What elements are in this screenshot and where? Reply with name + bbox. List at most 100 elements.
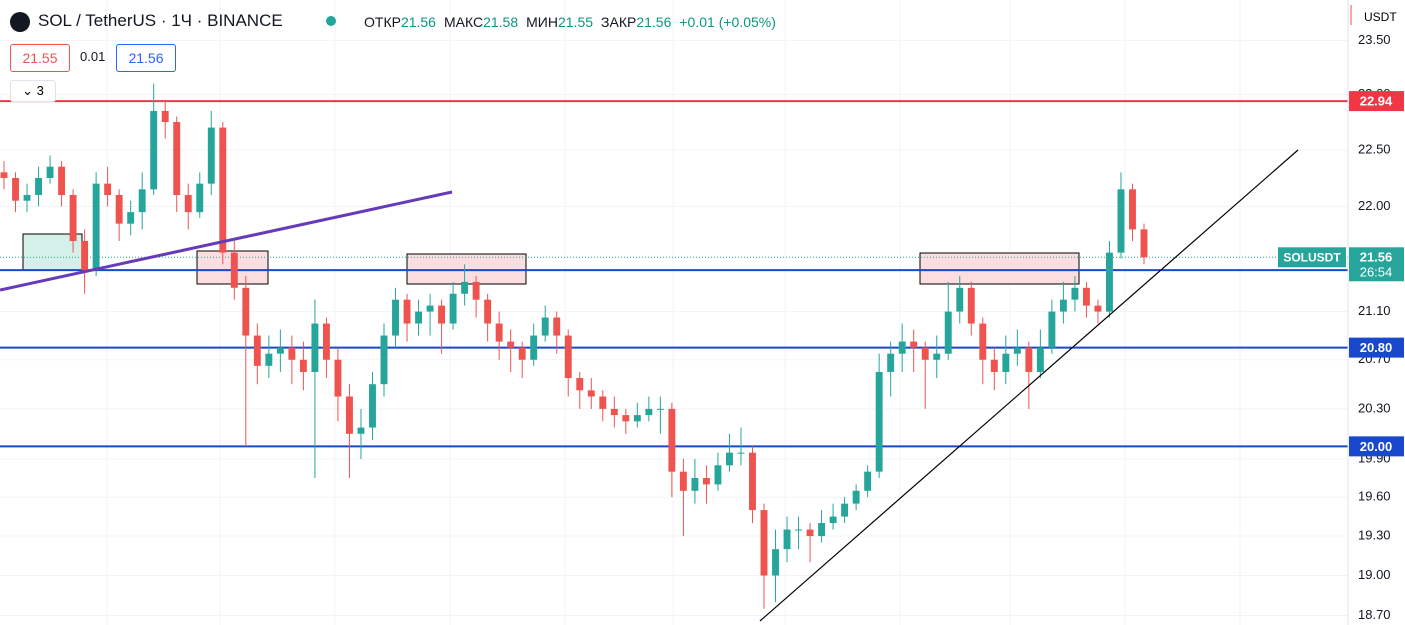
spread: 0.01 [80,49,106,64]
candle-body [173,122,181,196]
currency[interactable]: USDT [1364,10,1397,24]
candle-body [887,353,895,372]
candle-body [1117,189,1125,253]
candle-body [1002,353,1010,372]
candle-body [196,183,204,213]
candle-body [150,110,158,190]
candle-body [207,127,215,184]
candle-body [392,299,399,336]
ohlc-value: 21.56 [636,14,672,30]
candle-body [576,378,584,391]
y-tick-label: 20.30 [1358,400,1391,415]
candle-body [645,408,653,416]
candle-body [783,529,791,550]
candle-body [852,490,860,504]
candle-body [81,240,89,271]
sell-button[interactable]: 21.55 [10,44,70,72]
market-status [326,16,336,26]
candle-body [898,341,906,354]
candle-body [92,183,100,271]
candle-body [806,529,814,537]
candle-body [0,172,8,178]
candle-body [564,335,572,379]
candle-body [115,195,123,224]
candle-body [426,305,434,312]
candle-body [967,287,975,324]
symbol[interactable]: SOL / TetherUS · 1Ч · BINANCE [38,11,283,30]
logo [10,12,30,32]
candle-body [230,252,238,288]
candle-body [346,396,353,434]
candle-body [518,347,526,360]
candle-body [1094,305,1102,312]
candle-body [438,305,446,324]
ohlc-label: ОТКР [364,14,401,30]
candle-body [633,415,641,422]
candle-body [1129,189,1136,230]
ohlc-label: ЗАКР [601,14,637,30]
candle-body [369,384,376,428]
candle-body [161,110,169,123]
candle-body [219,127,227,253]
candle-body [495,323,503,342]
candle-body [58,166,66,196]
ohlc-label: МИН [526,14,558,30]
y-tick-label: 22.50 [1358,141,1391,156]
candle-body [714,465,722,485]
candle-body [910,341,918,348]
candle-body [472,281,480,300]
candle-body [772,549,779,576]
candle-body [1048,311,1056,348]
price-axis-labels: 23.5023.0022.5022.0021.1020.7020.3019.90… [1278,32,1404,622]
candle-body [46,166,54,178]
candle-body [622,415,630,422]
candle-body [461,281,469,294]
candle-body [288,347,296,360]
candle-body [415,311,422,324]
candle-body [864,471,872,491]
candle-body [242,287,250,336]
indicators-count: 3 [36,83,44,98]
candle-body [253,335,261,366]
candle-body [841,503,849,517]
candle-body [1082,287,1090,306]
candle-body [1036,347,1044,372]
y-tick-label: 21.10 [1358,303,1391,318]
candle-body [1071,287,1079,300]
candle-body [380,335,388,385]
candle-body [322,323,330,360]
candle-body [668,408,676,472]
candle-body [311,323,319,372]
candle-body [760,510,768,576]
candle-body [553,317,561,336]
y-tick-label: 18.70 [1358,607,1391,622]
candle-body [726,452,733,466]
zone-box [919,252,1080,285]
candle-body [12,177,19,201]
candle-body [403,299,411,324]
trend-line [759,149,1299,622]
candle-body [749,452,756,511]
candle-body [956,287,964,312]
candle-body [610,408,618,416]
symbol-label: SOLUSDT [1283,250,1341,264]
buy-button[interactable]: 21.56 [116,44,176,72]
y-tick-label: 19.00 [1358,567,1391,582]
candle-body [184,195,192,213]
drawings [22,233,1080,285]
candle-body [979,323,987,360]
price-label: 22.94 [1360,94,1393,109]
candle-body [276,347,284,354]
candle-body [1140,229,1148,258]
indicators-toggle[interactable]: ⌄ 3 [10,80,56,102]
price-label: 20.80 [1360,340,1393,355]
candle-body [933,353,941,360]
candle-body [679,471,687,491]
symbol-label-bg [1278,247,1346,268]
candle-body [1025,347,1033,372]
ohlc-label: МАКС [443,14,484,30]
candle-body [921,347,929,360]
candles [0,83,1148,609]
